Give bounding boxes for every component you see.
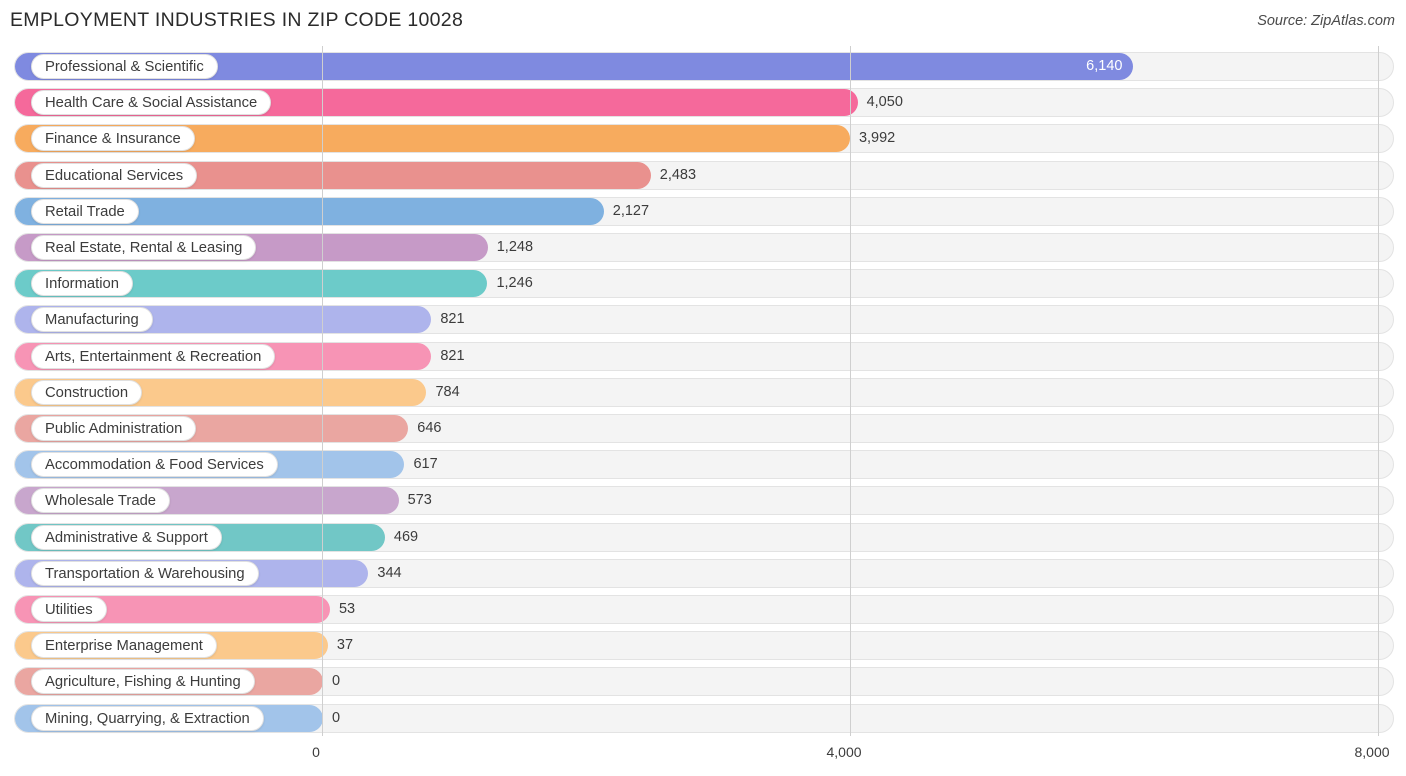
bar-value-label: 617 — [413, 456, 438, 473]
bar-row[interactable]: Construction 784 — [14, 377, 1394, 407]
bar-category-label: Transportation & Warehousing — [31, 560, 259, 586]
bar-row[interactable]: Public Administration 646 — [14, 414, 1394, 443]
bar-value-label: 53 — [338, 601, 356, 617]
page-title: EMPLOYMENT INDUSTRIES IN ZIP CODE 10028 — [10, 9, 464, 31]
bar-value-label: 2,483 — [659, 166, 697, 183]
bar-category-label: Administrative & Support — [31, 524, 222, 550]
bar-value-label: 821 — [440, 347, 465, 364]
bar-row[interactable]: Transportation & Warehousing 344 — [14, 558, 1394, 588]
bar-value-label: 1,248 — [496, 239, 534, 255]
bar-row[interactable]: Administrative & Support 469 — [14, 522, 1394, 552]
bar-row[interactable]: Educational Services 2,483 — [14, 160, 1394, 190]
bar-category-label: Utilities — [31, 597, 107, 622]
bar-value-label: 0 — [332, 709, 341, 726]
bar-row[interactable]: Accommodation & Food Services 617 — [14, 450, 1394, 480]
x-axis: 0 4,000 8,000 — [0, 736, 1406, 776]
bar-category-label: Wholesale Trade — [31, 488, 171, 514]
bar-value-label: 0 — [332, 673, 341, 690]
bar-value-label: 1,246 — [496, 275, 533, 292]
bar-row[interactable]: Agriculture, Fishing & Hunting 0 — [14, 667, 1394, 697]
bar-category-label: Health Care & Social Assistance — [31, 90, 272, 116]
bar-value-label: 469 — [393, 528, 419, 545]
bar-row[interactable]: Utilities 53 — [14, 595, 1394, 624]
bar-category-label: Finance & Insurance — [31, 126, 195, 152]
x-axis-tick-label: 4,000 — [826, 744, 862, 760]
bar-value-label: 646 — [417, 420, 442, 436]
bar-rows: Professional & Scientific 6,140 Health Car… — [0, 46, 1406, 736]
bar-value-label: 2,127 — [612, 202, 650, 219]
bar-category-label: Manufacturing — [31, 307, 153, 333]
bar-row[interactable]: Manufacturing 821 — [14, 305, 1394, 335]
bar-category-label: Construction — [31, 379, 143, 405]
bar-category-label: Professional & Scientific — [31, 54, 218, 79]
bar-value-label: 821 — [440, 311, 465, 328]
bar-value-label: 4,050 — [866, 94, 903, 111]
bar-category-label: Educational Services — [31, 162, 198, 188]
bar-category-label: Information — [31, 271, 134, 297]
bar-row[interactable]: Arts, Entertainment & Recreation 821 — [14, 341, 1394, 371]
x-axis-tick-label: 8,000 — [1354, 744, 1390, 760]
bar-row[interactable]: Professional & Scientific 6,140 — [14, 52, 1394, 81]
bar-row[interactable]: Real Estate, Rental & Leasing 1,248 — [14, 233, 1394, 262]
bar-row[interactable]: Information 1,246 — [14, 269, 1394, 299]
bar-row[interactable]: Mining, Quarrying, & Extraction 0 — [14, 703, 1394, 733]
bar-row[interactable]: Wholesale Trade 573 — [14, 486, 1394, 516]
bar-value-label: 6,140 — [1086, 58, 1123, 74]
bar-category-label: Real Estate, Rental & Leasing — [31, 235, 257, 260]
bar-category-label: Agriculture, Fishing & Hunting — [31, 669, 255, 695]
chart-plot-area: Professional & Scientific 6,140 Health Car… — [0, 46, 1406, 736]
bar-category-label: Mining, Quarrying, & Extraction — [31, 705, 264, 731]
bar-row[interactable]: Finance & Insurance 3,992 — [14, 124, 1394, 154]
chart-header: EMPLOYMENT INDUSTRIES IN ZIP CODE 10028 … — [0, 0, 1406, 46]
x-axis-tick-label: 0 — [312, 744, 320, 760]
bar-category-label: Arts, Entertainment & Recreation — [31, 343, 276, 369]
bar-row[interactable]: Enterprise Management 37 — [14, 631, 1394, 661]
bar-category-label: Accommodation & Food Services — [31, 452, 278, 478]
bar-category-label: Public Administration — [31, 416, 197, 441]
bar-row[interactable]: Retail Trade 2,127 — [14, 196, 1394, 226]
bar-value-label: 784 — [435, 383, 460, 400]
bar-value-label: 3,992 — [858, 130, 896, 147]
bar-value-label: 37 — [336, 637, 354, 654]
bar-value-label: 573 — [407, 492, 432, 509]
bar-value-label: 344 — [377, 564, 402, 581]
bar-category-label: Retail Trade — [31, 198, 139, 224]
source-attribution: Source: ZipAtlas.com — [1257, 13, 1395, 29]
bar-row[interactable]: Health Care & Social Assistance 4,050 — [14, 88, 1394, 118]
bar-category-label: Enterprise Management — [31, 633, 217, 659]
